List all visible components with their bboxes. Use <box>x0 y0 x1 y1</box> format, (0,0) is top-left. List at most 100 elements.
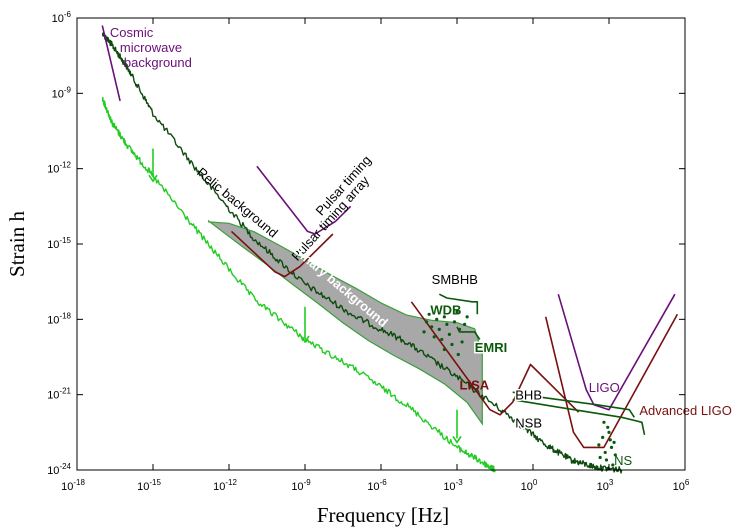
y-tick-label-exp: -21 <box>59 387 71 396</box>
y-tick-label-base: 10 <box>47 314 59 326</box>
wdb-point <box>447 332 451 336</box>
annotation-ns-line: NS <box>614 453 632 468</box>
annotation-ligo-line: LIGO <box>589 380 620 395</box>
smbhb-curve <box>438 293 479 315</box>
y-tick-label-exp: -15 <box>59 236 71 245</box>
wdb-point <box>452 320 457 324</box>
annotation-nsb: NSB <box>515 415 542 430</box>
x-tick-label-base: 10 <box>367 481 379 493</box>
wdb-point <box>427 312 431 316</box>
annotation-cmb-line: Cosmic <box>110 25 154 40</box>
ns-point <box>603 450 607 455</box>
wdb-point <box>430 325 434 329</box>
x-tick-label-base: 10 <box>443 481 455 493</box>
y-tick-label-base: 10 <box>52 88 64 100</box>
wdb-point <box>463 322 467 326</box>
x-tick-label-exp: 6 <box>685 478 690 487</box>
y-tick-label: 10-24 <box>47 462 71 477</box>
bhb-curve <box>512 391 635 418</box>
annotation-bhb-line: BHB <box>515 388 542 403</box>
annotation-lisa: LISA <box>460 378 490 393</box>
shift-arrow-head-2 <box>452 435 462 444</box>
x-tick-label-exp: 0 <box>533 478 538 487</box>
annotation-emri-line: EMRI <box>475 340 508 355</box>
x-tick-label: 10-12 <box>213 478 237 493</box>
y-tick-label-base: 10 <box>47 164 59 176</box>
shift-arrow-head-0 <box>148 174 158 183</box>
y-tick-label-exp: -18 <box>59 311 71 320</box>
annotation-lisa-line: LISA <box>460 378 490 393</box>
relic-light-curve <box>101 96 496 473</box>
x-tick-label-base: 10 <box>597 481 609 493</box>
ns-point <box>606 425 610 429</box>
y-axis-title: Strain h <box>5 211 29 277</box>
annotation-adv-ligo: Advanced LIGO <box>639 403 732 418</box>
wdb-point <box>435 317 439 321</box>
ns-point <box>604 458 609 462</box>
y-tick-label: 10-15 <box>47 236 71 251</box>
x-tick-label: 100 <box>521 478 538 493</box>
wdb-point <box>422 330 426 334</box>
annotation-wdb-line: WDB <box>430 302 461 317</box>
y-tick-label-exp: -6 <box>64 10 72 19</box>
wdb-point <box>457 327 462 331</box>
x-tick-label-base: 10 <box>137 481 149 493</box>
annotation-cmb-line: background <box>124 55 192 70</box>
ns-point <box>597 443 601 447</box>
x-tick-label: 10-6 <box>367 478 387 493</box>
y-tick-label-base: 10 <box>47 465 59 477</box>
pulsar-timing-array-curve <box>230 230 334 278</box>
x-tick-label-exp: -15 <box>149 478 161 487</box>
y-tick-label-exp: -24 <box>59 462 71 471</box>
ns-point <box>602 420 606 424</box>
x-tick-label: 10-15 <box>137 478 161 493</box>
annotation-ligo: LIGO <box>589 380 620 395</box>
ns-point <box>598 455 602 460</box>
annotation-bhb: BHB <box>515 388 542 403</box>
advanced-ligo-curve <box>544 313 679 449</box>
shift-arrow-head-1 <box>300 335 310 344</box>
wdb-point <box>455 310 459 314</box>
x-tick-label: 106 <box>673 478 690 493</box>
x-tick-label-exp: -3 <box>456 478 464 487</box>
ns-point <box>608 438 612 442</box>
y-tick-label-exp: -12 <box>59 161 71 170</box>
wdb-point <box>456 352 460 357</box>
plot-frame <box>76 17 686 471</box>
annotation-cmb: Cosmic microwave background <box>110 25 192 70</box>
x-tick-label-base: 10 <box>213 481 225 493</box>
y-tick-label-base: 10 <box>47 390 59 402</box>
x-tick-label-exp: -12 <box>225 478 237 487</box>
y-tick-label: 10-12 <box>47 161 71 176</box>
wdb-point <box>445 322 449 326</box>
x-tick-label: 10-18 <box>61 478 85 493</box>
wdb-point <box>440 337 444 342</box>
x-tick-label-exp: -6 <box>380 478 388 487</box>
x-tick-label-exp: -9 <box>304 478 312 487</box>
ns-point <box>607 430 611 434</box>
lisa-curve <box>410 301 580 416</box>
x-tick-label-base: 10 <box>61 481 73 493</box>
y-tick-label: 10-9 <box>52 85 72 100</box>
annotation-ns: NS <box>614 453 632 468</box>
ns-point <box>612 440 616 444</box>
y-tick-label: 10-6 <box>52 10 72 25</box>
wdb-point <box>465 315 469 319</box>
y-tick-label: 10-21 <box>47 387 71 402</box>
x-tick-label: 10-9 <box>291 478 311 493</box>
wdb-point <box>442 347 446 352</box>
annotation-smbhb-line: SMBHB <box>432 272 478 287</box>
x-tick-label: 10-3 <box>443 478 463 493</box>
wdb-point <box>460 340 464 344</box>
x-tick-label-base: 10 <box>673 481 685 493</box>
annotation-adv-ligo-line: Advanced LIGO <box>639 403 732 418</box>
annotation-cmb-line: microwave <box>120 40 182 55</box>
y-tick-label-exp: -9 <box>64 85 72 94</box>
nsb-curve <box>512 398 646 435</box>
annotation-nsb-line: NSB <box>515 415 542 430</box>
ns-point <box>609 445 614 449</box>
x-tick-label-base: 10 <box>521 481 533 493</box>
binary-background-region <box>208 219 483 426</box>
x-tick-label-exp: 3 <box>609 478 614 487</box>
